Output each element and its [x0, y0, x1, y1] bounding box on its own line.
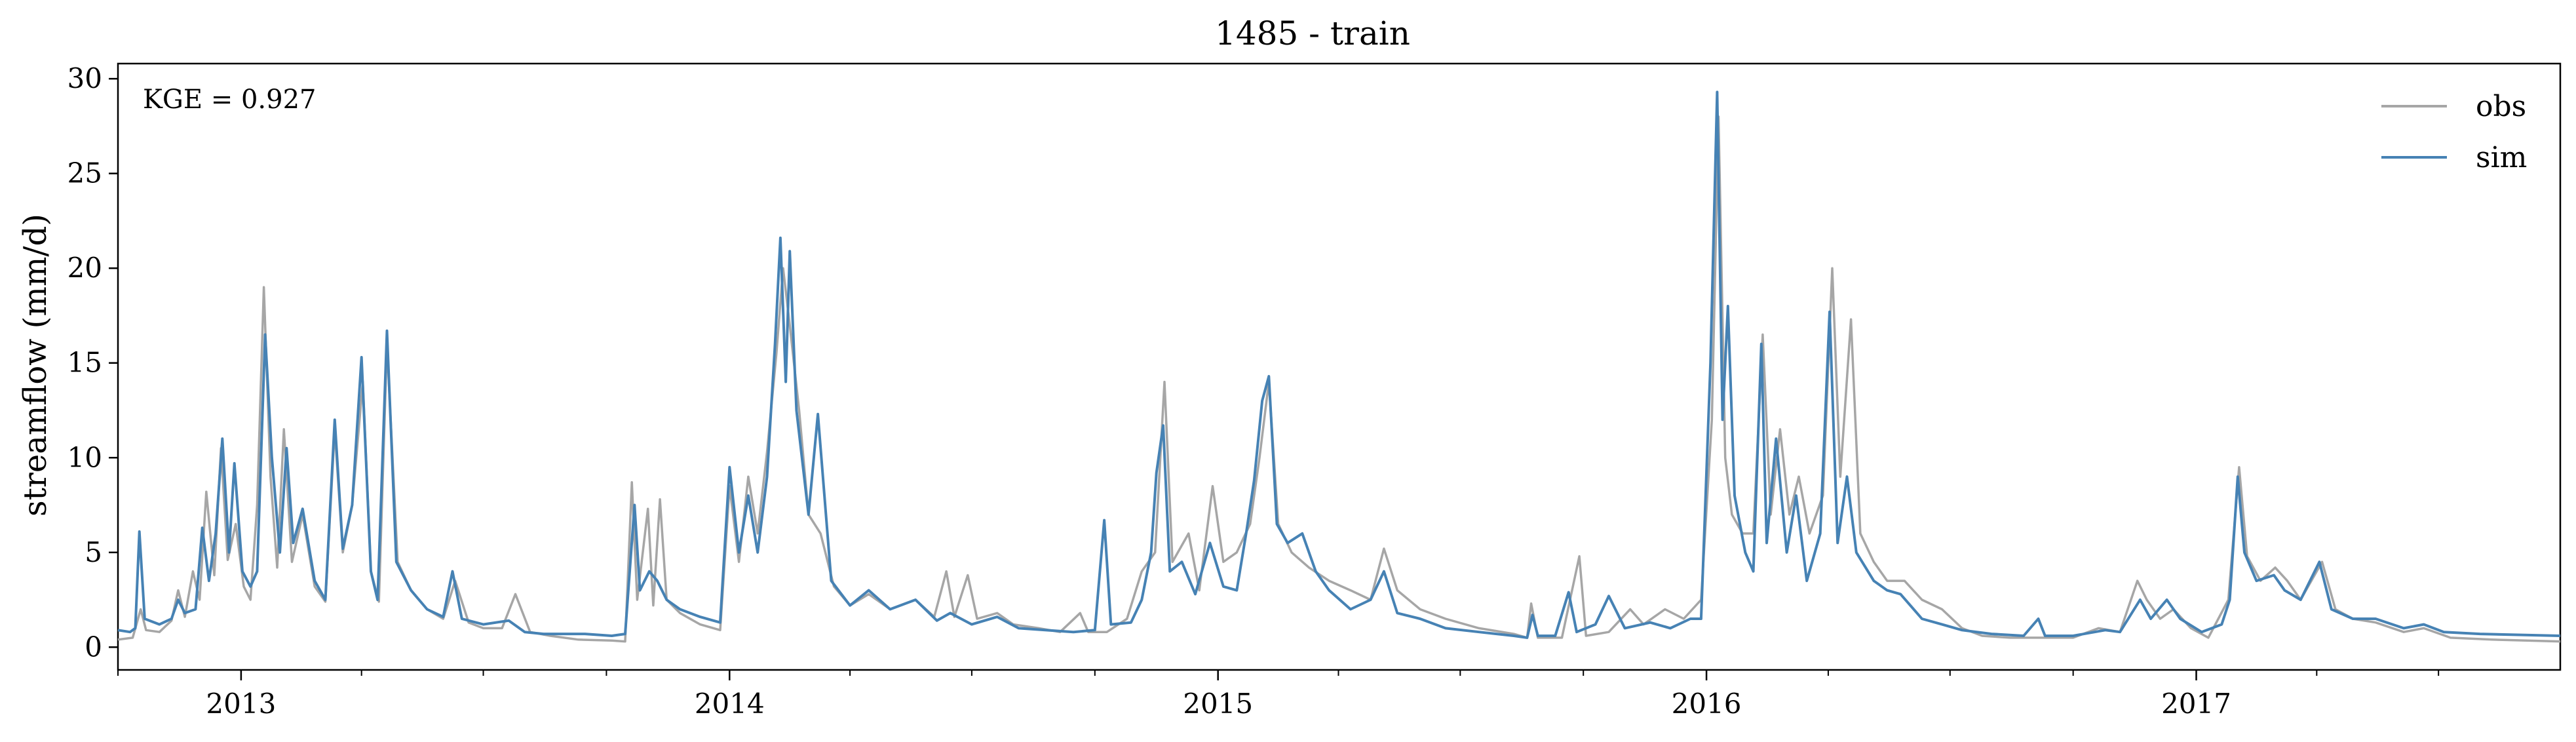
y-tick-label: 25 [67, 157, 102, 189]
y-ticks: 0 5 10 15 20 25 30 [67, 62, 118, 663]
plot-area-frame [117, 62, 2562, 671]
legend-label-obs: obs [2476, 90, 2526, 123]
x-tick-label: 2013 [206, 688, 276, 720]
legend: obs sim [2381, 90, 2527, 174]
chart-title: 1485 - train [1215, 14, 1410, 52]
legend-label-sim: sim [2476, 141, 2527, 174]
series-line-sim [117, 90, 2561, 639]
y-tick-label: 30 [67, 62, 102, 94]
y-tick-label: 0 [85, 631, 102, 663]
y-axis-label: streamflow (mm/d) [17, 214, 54, 517]
kge-annotation: KGE = 0.927 [143, 85, 317, 115]
y-tick-label: 5 [85, 536, 102, 568]
series-layer [117, 90, 2561, 643]
x-tick-label: 2016 [1672, 688, 1742, 720]
series-line-obs [117, 115, 2561, 643]
x-tick-label: 2015 [1183, 688, 1253, 720]
x-ticks: 2013 2014 2015 2016 2017 [117, 670, 2440, 720]
y-tick-label: 20 [67, 252, 102, 284]
y-tick-label: 15 [67, 347, 102, 379]
x-tick-label: 2017 [2161, 688, 2231, 720]
y-tick-label: 10 [67, 441, 102, 473]
x-tick-label: 2014 [695, 688, 765, 720]
